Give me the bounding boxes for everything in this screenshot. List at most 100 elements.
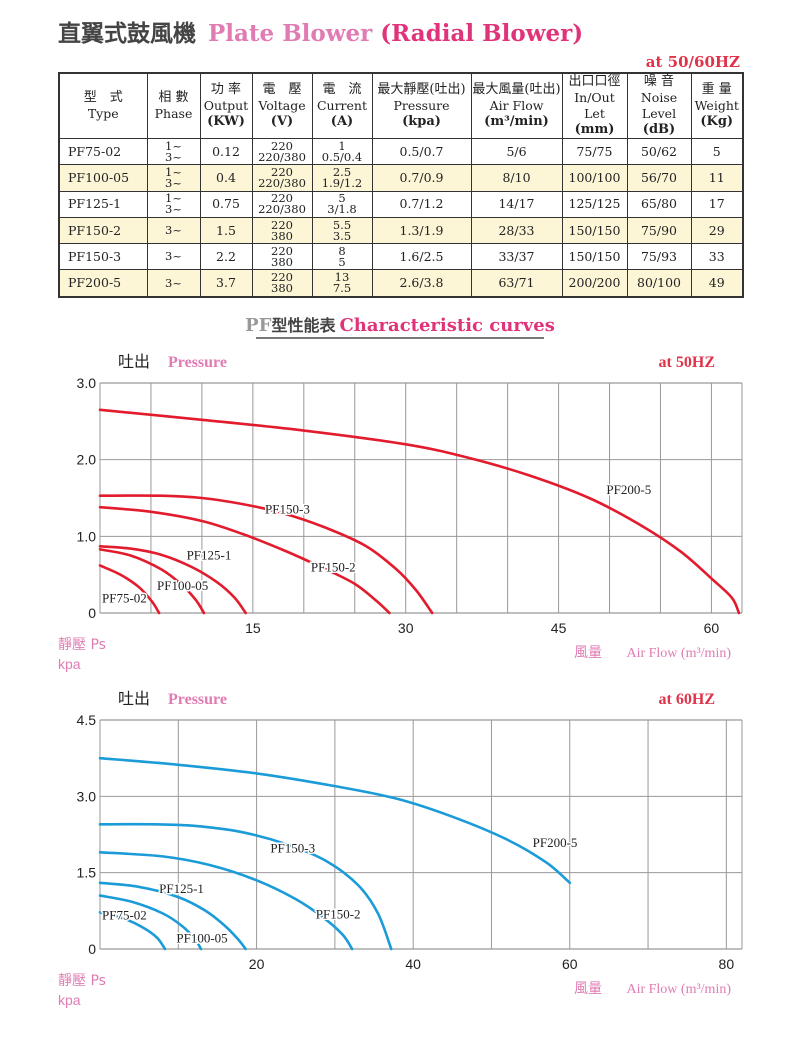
series-line-pf150-3 — [98, 494, 434, 615]
series-line-pf150-3 — [98, 822, 393, 951]
cell-output: 0.75 — [199, 190, 253, 218]
cell-voltage-line: 220/380 — [258, 175, 306, 190]
cell-weight: 33 — [690, 243, 744, 271]
column-header-en: Voltage — [258, 98, 306, 113]
cell-phase: 1~ 3~ — [146, 190, 201, 218]
series-line-pf100-05 — [98, 548, 206, 615]
curve-chart-60hz: 0 1.5 3.0 4.5 20 40 60 80 PF200-5 PF150-3 PF150-2 P… — [58, 689, 743, 1008]
series-label: PF125-1 — [187, 547, 232, 562]
cell-current-line: 5.5 — [332, 217, 352, 232]
chart-frequency: at 50HZ — [659, 354, 715, 371]
cell-current-line: 5 — [338, 254, 346, 269]
series-label: PF200-5 — [533, 835, 578, 850]
cell-airflow: 63/71 — [470, 269, 563, 298]
y-tick-label: 4.5 — [77, 712, 97, 728]
cell-output: 0.12 — [199, 137, 253, 166]
cell-voltage-line: 220 — [271, 270, 293, 285]
cell-noise: 65/80 — [626, 190, 692, 218]
series-label: PF100-05 — [176, 930, 227, 945]
column-header: 最大風量(吐出) Air Flow (m³/min) — [470, 72, 563, 139]
cell-noise: 80/100 — [626, 269, 692, 298]
cell-inout: 100/100 — [561, 164, 628, 192]
cell-inout: 150/150 — [561, 216, 628, 245]
cell-weight: 49 — [690, 269, 744, 298]
series-line-pf150-2 — [98, 851, 354, 951]
cell-voltage-line: 380 — [271, 281, 293, 296]
cell-current-line: 0.5/0.4 — [321, 149, 363, 164]
cell-phase-line: 3~ — [165, 149, 182, 164]
cell-current-line: 3/1.8 — [327, 202, 357, 217]
table-body: PF75-02 1~ 3~ 0.12 220 220/380 1 0.5/0.4 0.5/0.7… — [58, 137, 744, 298]
table-row: PF150-2 3~ 1.5 220 380 5.5 3.5 1.3/1.9 28/33 150/… — [58, 216, 744, 245]
cell-airflow: 28/33 — [470, 216, 563, 245]
y-tick-label: 3.0 — [77, 788, 97, 804]
column-header-unit: (KW) — [207, 114, 245, 129]
title-english: Plate Blower — [208, 20, 373, 47]
heading-underline — [256, 337, 544, 339]
column-header-unit: (V) — [270, 114, 294, 129]
cell-voltage: 220 220/380 — [251, 164, 313, 192]
cell-pressure: 0.5/0.7 — [371, 137, 472, 166]
cell-voltage-line: 220 — [271, 138, 293, 153]
y-unit-cn: 靜壓 Ps — [58, 973, 106, 989]
column-header-cn: 電 壓 — [262, 82, 302, 97]
column-header: 出口口徑 In/Out Let (mm) — [561, 72, 628, 139]
cell-voltage: 220 380 — [251, 243, 313, 271]
cell-current-line: 13 — [334, 270, 350, 285]
column-header-unit: (m³/min) — [484, 114, 549, 129]
curves-heading-cn: 型性能表 — [271, 316, 336, 335]
cell-current: 1 0.5/0.4 — [311, 137, 373, 166]
y-tick-label: 1.5 — [77, 865, 97, 881]
cell-phase: 1~ 3~ — [146, 137, 201, 166]
cell-phase-line: 1~ — [165, 164, 182, 179]
y-tick-label: 1.0 — [77, 528, 97, 544]
cell-voltage: 220 380 — [251, 216, 313, 245]
cell-voltage: 220 220/380 — [251, 137, 313, 166]
table-row: PF125-1 1~ 3~ 0.75 220 220/380 5 3/1.8 0.7/1.2 14… — [58, 190, 744, 218]
y-axis-title-cn: 吐出 — [118, 689, 150, 708]
series-label: PF150-3 — [265, 501, 310, 516]
cell-output: 2.2 — [199, 243, 253, 271]
cell-model: PF100-05 — [58, 164, 148, 192]
cell-inout: 75/75 — [561, 137, 628, 166]
cell-phase-line: 3~ — [165, 275, 182, 290]
cell-model: PF150-2 — [58, 216, 148, 245]
cell-noise: 75/93 — [626, 243, 692, 271]
column-header: 重 量 Weight (Kg) — [690, 72, 744, 139]
cell-airflow: 14/17 — [470, 190, 563, 218]
cell-inout: 150/150 — [561, 243, 628, 271]
column-header-cn: 最大風量(吐出) — [472, 82, 561, 97]
cell-voltage-line: 220 — [271, 217, 293, 232]
column-header-en: Pressure — [393, 98, 450, 113]
series-line-pf125-1 — [98, 881, 247, 951]
cell-weight: 11 — [690, 164, 744, 192]
cell-model: PF200-5 — [58, 269, 148, 298]
column-header-en: Phase — [154, 106, 193, 121]
curves-heading: PF型性能表 Characteristic curves — [0, 312, 800, 336]
series-label: PF75-02 — [102, 907, 147, 922]
column-header-cn: 最大靜壓(吐出) — [377, 82, 466, 97]
column-header-en: Air Flow — [489, 98, 544, 113]
cell-output: 1.5 — [199, 216, 253, 245]
spec-table: 型 式 Type 相 數 Phase 功 率 Output (KW) 電 壓 Voltage (V… — [58, 72, 744, 298]
series-line-pf75-02 — [98, 911, 167, 951]
cell-phase: 3~ — [146, 243, 201, 271]
column-header: 電 壓 Voltage (V) — [251, 72, 313, 139]
column-header: 功 率 Output (KW) — [199, 72, 253, 139]
column-header-en: Noise Level — [640, 90, 678, 121]
cell-voltage: 220 220/380 — [251, 190, 313, 218]
cell-current: 5.5 3.5 — [311, 216, 373, 245]
table-header-row: 型 式 Type 相 數 Phase 功 率 Output (KW) 電 壓 Voltage (V… — [58, 72, 744, 139]
series-label: PF150-2 — [316, 906, 361, 921]
x-tick-label: 30 — [398, 620, 414, 636]
column-header-cn: 出口口徑 — [568, 74, 621, 89]
column-header-unit: (kpa) — [402, 114, 441, 129]
column-header-unit: (dB) — [642, 122, 676, 137]
cell-phase-line: 3~ — [165, 249, 182, 264]
cell-noise: 50/62 — [626, 137, 692, 166]
cell-model: PF125-1 — [58, 190, 148, 218]
cell-phase-line: 1~ — [165, 138, 182, 153]
cell-voltage-line: 220 — [271, 191, 293, 206]
y-axis-title-en: Pressure — [168, 691, 227, 708]
column-header-unit: (mm) — [574, 122, 615, 137]
